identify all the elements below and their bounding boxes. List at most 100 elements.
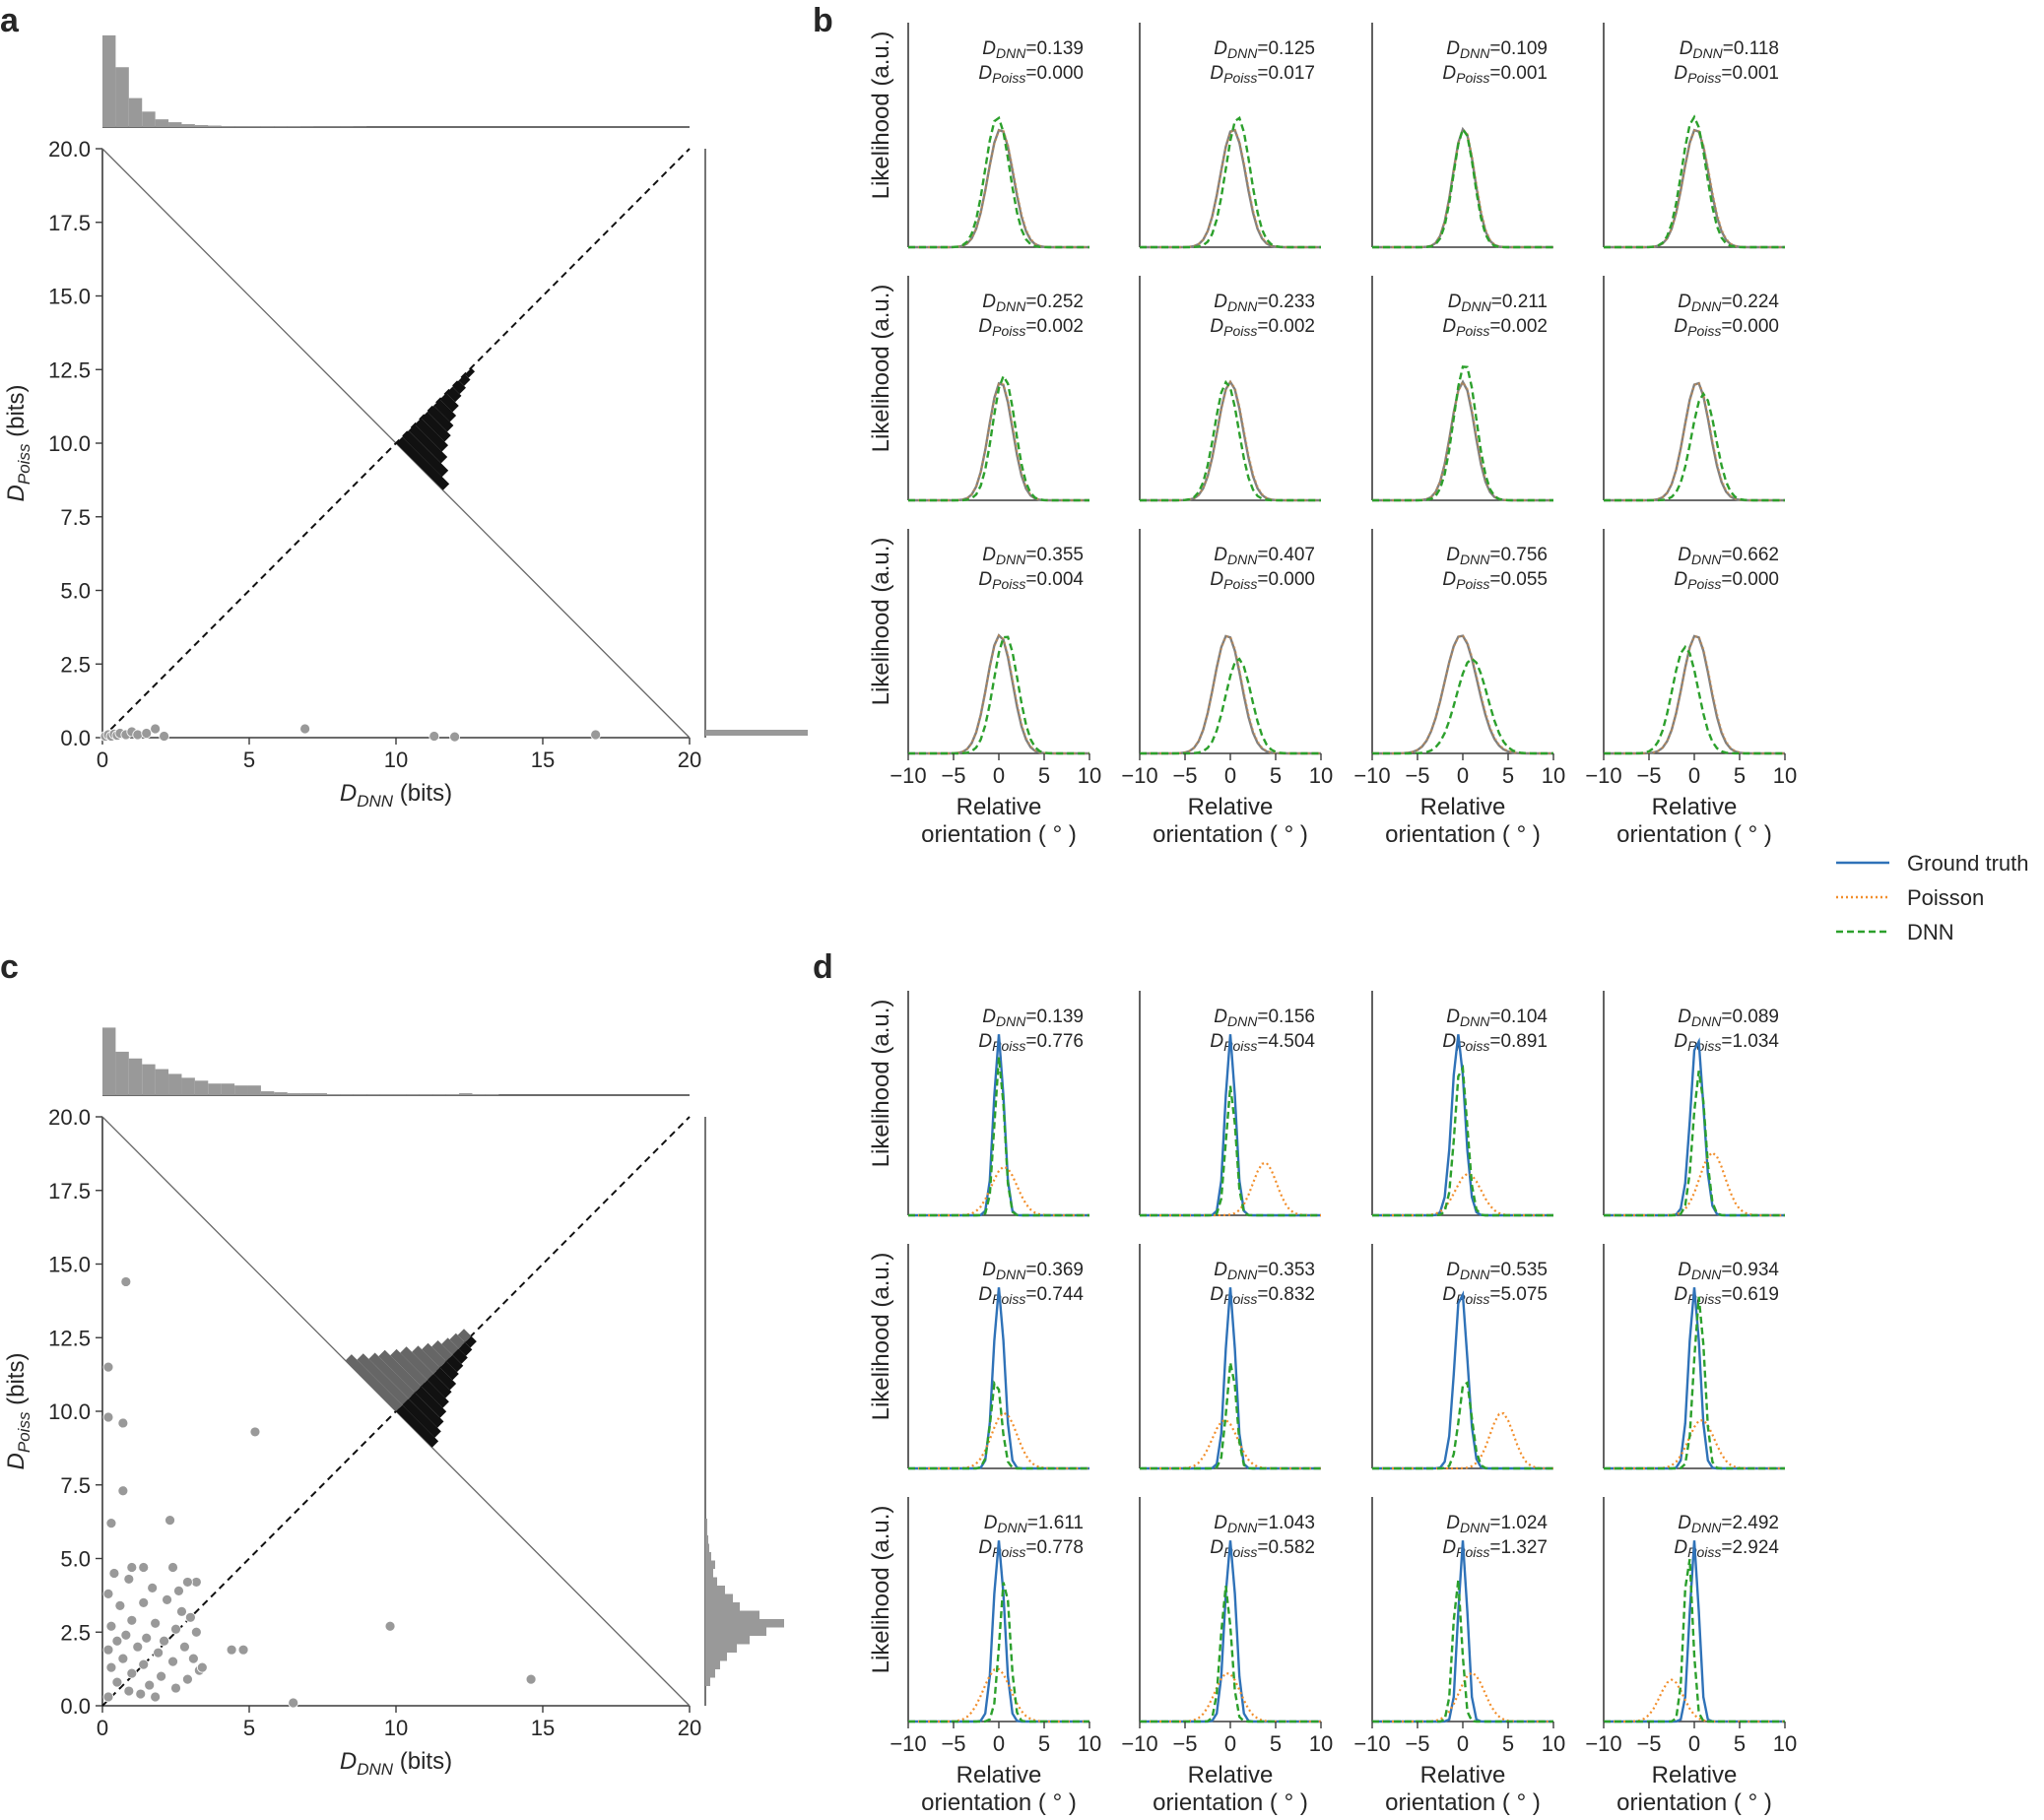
scatter-point bbox=[237, 1644, 249, 1656]
x-tick-label: 20 bbox=[678, 1716, 701, 1740]
curve-ground-truth bbox=[908, 1287, 1089, 1470]
scatter-point bbox=[449, 731, 461, 743]
annotation-d-dnn: DDNN=0.224 bbox=[1678, 292, 1779, 314]
annotation-d-poiss: DPoiss=0.582 bbox=[1210, 1537, 1315, 1560]
scatter-point bbox=[170, 1682, 181, 1694]
scatter-point bbox=[144, 1679, 156, 1691]
scatter-point bbox=[102, 1644, 114, 1656]
diff-hist-bar-poiss bbox=[357, 1353, 409, 1405]
top-hist-bar bbox=[419, 1094, 433, 1095]
x-axis-label-line1: Relative bbox=[1188, 794, 1274, 820]
curve-dnn bbox=[1140, 657, 1321, 755]
annotation-d-poiss: DPoiss=0.000 bbox=[1674, 569, 1779, 592]
curve-dnn bbox=[908, 635, 1089, 755]
curve-dnn bbox=[1372, 365, 1553, 502]
y-axis-label: Likelihood (a.u.) bbox=[868, 1253, 894, 1421]
annotation-d-poiss: DPoiss=0.778 bbox=[978, 1537, 1084, 1560]
scatter-point bbox=[126, 1614, 138, 1626]
annotation-d-dnn: DDNN=0.211 bbox=[1448, 292, 1548, 314]
x-axis-label-line1: Relative bbox=[1420, 1762, 1506, 1788]
curve-ground-truth bbox=[1604, 1037, 1785, 1217]
x-tick-label: 5 bbox=[1502, 763, 1514, 788]
scatter-point bbox=[249, 1426, 261, 1438]
y-axis-label: Likelihood (a.u.) bbox=[868, 1000, 894, 1168]
diff-hist-bar-dnn bbox=[427, 1373, 452, 1398]
curve-ground-truth bbox=[1372, 634, 1553, 755]
curve-poisson bbox=[1372, 633, 1553, 755]
right-hist-bar bbox=[705, 1552, 711, 1561]
annotation-d-dnn: DDNN=1.611 bbox=[984, 1513, 1084, 1535]
scatter-point bbox=[384, 1620, 396, 1632]
panel-c: 0 5 10 15 20 0.0 2.5 5.0 7.5 10.0 12.5 15.0 17.5 20.0… bbox=[3, 1027, 784, 1779]
curve-poisson bbox=[1140, 1418, 1321, 1470]
top-hist-bar bbox=[300, 1093, 314, 1095]
annotation-d-dnn: DDNN=2.492 bbox=[1678, 1513, 1779, 1535]
curve-ground-truth bbox=[1604, 381, 1785, 502]
scatter-point bbox=[156, 1670, 167, 1682]
x-axis-label-line1: Relative bbox=[1652, 1762, 1738, 1788]
scatter-point bbox=[117, 1417, 129, 1429]
top-hist-bar bbox=[221, 1083, 235, 1095]
annotation-d-poiss: DPoiss=0.832 bbox=[1210, 1284, 1315, 1307]
curve-dnn bbox=[908, 1380, 1089, 1470]
annotation-d-dnn: DDNN=0.369 bbox=[982, 1260, 1084, 1282]
scatter-point bbox=[170, 1623, 181, 1635]
right-hist-bar bbox=[705, 1653, 727, 1661]
scatter-point bbox=[105, 1661, 117, 1673]
x-axis-label-line2: orientation ( ° ) bbox=[1616, 1789, 1772, 1816]
diff-hist-bar-poiss bbox=[390, 1348, 428, 1387]
x-tick-label: 0 bbox=[1224, 763, 1236, 788]
diff-hist-bar-dnn bbox=[458, 373, 471, 386]
annotation-d-dnn: DDNN=0.109 bbox=[1446, 38, 1548, 61]
annotation-d-dnn: DDNN=0.139 bbox=[982, 1007, 1084, 1029]
annotation-d-poiss: DPoiss=2.924 bbox=[1674, 1537, 1779, 1560]
x-tick-label: 0 bbox=[1688, 763, 1700, 788]
top-hist-bar bbox=[260, 126, 275, 127]
top-hist-bar bbox=[485, 1094, 499, 1095]
scatter-point bbox=[150, 1691, 162, 1703]
curve-poisson bbox=[908, 1411, 1089, 1470]
diff-hist-bar-dnn bbox=[396, 1404, 439, 1448]
annotation-d-poiss: DPoiss=5.075 bbox=[1442, 1284, 1548, 1307]
y-axis-label: DPoiss (bits) bbox=[3, 1353, 33, 1470]
x-axis-label-line2: orientation ( ° ) bbox=[1385, 1789, 1541, 1816]
curve-poisson bbox=[1372, 127, 1553, 249]
curve-poisson bbox=[1372, 1172, 1553, 1217]
top-hist-bar bbox=[366, 1094, 380, 1095]
curve-poisson bbox=[1604, 1150, 1785, 1217]
x-tick-label: 5 bbox=[1038, 763, 1050, 788]
right-hist-bar bbox=[705, 1677, 710, 1686]
scatter-point bbox=[114, 1599, 126, 1611]
scatter-point bbox=[126, 1667, 138, 1679]
scatter-point bbox=[153, 1647, 165, 1658]
right-hist-bar bbox=[705, 1660, 720, 1669]
annotation-d-poiss: DPoiss=0.002 bbox=[978, 316, 1084, 339]
x-tick-label: −10 bbox=[1585, 763, 1621, 788]
diff-hist-bar-dnn bbox=[458, 1341, 473, 1356]
scatter-point bbox=[173, 1585, 184, 1596]
diff-hist-bar-poiss bbox=[368, 1352, 416, 1399]
x-axis-label-line2: orientation ( ° ) bbox=[921, 821, 1077, 848]
curve-poisson bbox=[1372, 379, 1553, 502]
y-tick-label: 15.0 bbox=[48, 285, 91, 309]
top-hist-bar bbox=[313, 1093, 327, 1095]
curve-dnn bbox=[1604, 1071, 1785, 1217]
x-tick-label: −10 bbox=[1353, 763, 1390, 788]
x-tick-label: 5 bbox=[1734, 763, 1746, 788]
curve-ground-truth bbox=[1604, 1287, 1785, 1470]
x-tick-label: 0 bbox=[993, 763, 1005, 788]
x-axis-label-line2: orientation ( ° ) bbox=[1385, 821, 1541, 848]
x-tick-label: 10 bbox=[1309, 1731, 1333, 1756]
top-hist-bar bbox=[194, 125, 209, 127]
scatter-point bbox=[162, 1593, 172, 1605]
x-tick-label: −10 bbox=[890, 763, 926, 788]
right-hist-bar bbox=[705, 1636, 750, 1645]
top-hist-bar bbox=[102, 1027, 116, 1095]
top-hist-bar bbox=[168, 122, 182, 127]
scatter-point bbox=[190, 1626, 202, 1638]
annotation-d-dnn: DDNN=0.934 bbox=[1678, 1260, 1779, 1282]
diff-hist-bar-poiss bbox=[431, 1340, 453, 1362]
